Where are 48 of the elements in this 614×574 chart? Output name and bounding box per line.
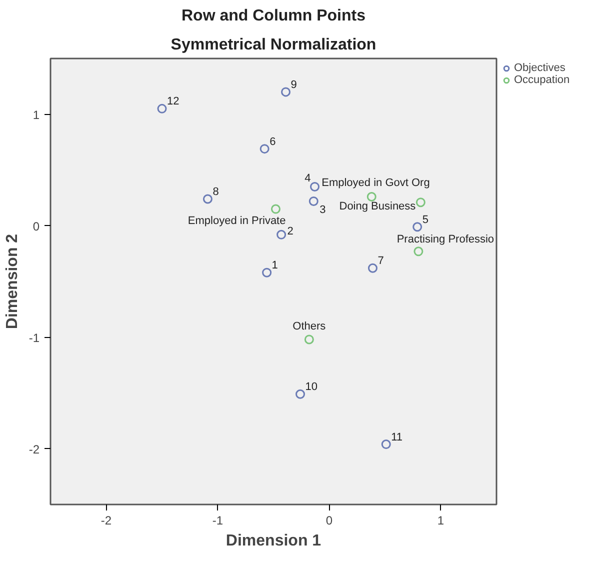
legend-label: Occupation — [514, 74, 570, 86]
annotation: 11 — [391, 431, 403, 444]
annotation: Practising Professio — [396, 233, 494, 246]
x-axis-title: Dimension 1 — [226, 532, 322, 550]
point — [366, 192, 376, 202]
annotation: Doing Business — [339, 200, 416, 212]
annotation: 5 — [422, 214, 428, 226]
annotation: 12 — [167, 96, 180, 108]
annotation: 1 — [272, 260, 278, 272]
annotation: Others — [292, 320, 326, 332]
annotation: Employed in Govt Org — [322, 176, 430, 189]
annotation: 9 — [290, 78, 297, 91]
point — [368, 263, 378, 273]
point — [281, 87, 291, 97]
point — [270, 204, 280, 214]
point — [414, 246, 424, 256]
y-tick-label: -2 — [28, 442, 40, 456]
point — [416, 198, 426, 208]
point — [412, 222, 422, 232]
annotation: Employed in Private — [188, 215, 286, 228]
point — [381, 440, 391, 450]
annotation: 7 — [378, 255, 384, 268]
point — [260, 144, 270, 154]
point — [262, 268, 272, 278]
x-tick-label: -2 — [100, 514, 112, 528]
point — [202, 194, 212, 204]
chart-subtitle: Symmetrical Normalization — [170, 36, 376, 54]
y-axis-title: Dimension 2 — [4, 234, 21, 330]
y-tick-label: -1 — [28, 330, 40, 345]
point — [304, 334, 314, 344]
point — [296, 389, 306, 399]
point — [157, 104, 167, 114]
legend-label: Objectives — [514, 62, 566, 74]
x-tick-label: 0 — [326, 514, 333, 528]
annotation: 8 — [212, 186, 219, 198]
point — [310, 182, 320, 192]
annotation: 4 — [304, 172, 311, 185]
annotation: 2 — [287, 226, 294, 238]
annotation: 3 — [320, 204, 326, 216]
y-tick-label: 0 — [32, 219, 40, 234]
point — [276, 230, 286, 240]
x-tick-label: 1 — [437, 514, 444, 528]
y-tick-label: 1 — [32, 108, 40, 122]
annotation: 10 — [305, 381, 318, 394]
x-tick-label: -1 — [212, 514, 224, 528]
point — [308, 196, 318, 206]
annotation: 6 — [270, 136, 276, 148]
chart-title: Row and Column Points — [182, 8, 366, 24]
